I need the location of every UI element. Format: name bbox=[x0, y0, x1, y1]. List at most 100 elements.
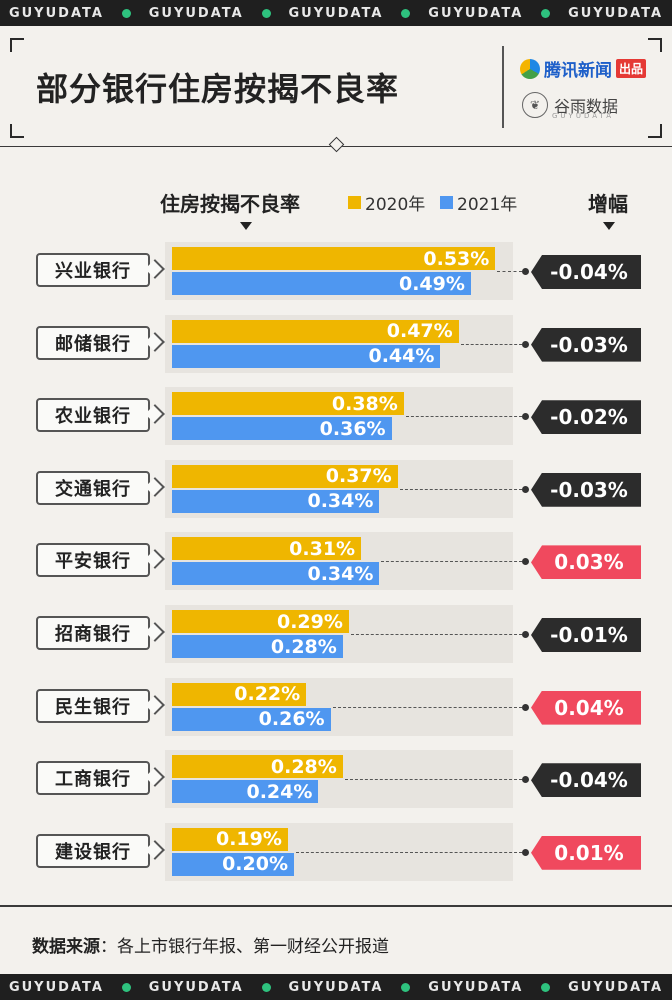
bar-2020: 0.22% bbox=[172, 682, 307, 706]
bar-2020: 0.29% bbox=[172, 610, 349, 633]
corner-mark bbox=[10, 38, 24, 52]
leader-line bbox=[497, 271, 522, 272]
change-tag: -0.04% bbox=[531, 763, 641, 798]
bank-row: 农业银行 0.38% 0.36% -0.02% bbox=[0, 387, 672, 446]
tencent-news-logo: 腾讯新闻 出品 bbox=[520, 56, 647, 81]
change-tag: -0.01% bbox=[531, 618, 641, 652]
header-divider bbox=[502, 46, 504, 128]
banner-word: GUYUDATA bbox=[148, 5, 244, 21]
bank-row: 工商银行 0.28% 0.24% -0.04% bbox=[0, 750, 672, 809]
change-tag: 0.01% bbox=[531, 835, 641, 870]
bar-2021: 0.28% bbox=[172, 635, 343, 658]
banner-dot bbox=[261, 982, 271, 992]
bar-2020: 0.37% bbox=[172, 464, 398, 488]
leader-dot bbox=[522, 558, 529, 566]
bank-label: 招商银行 bbox=[36, 616, 150, 650]
leader-line bbox=[381, 561, 522, 563]
banner-dot bbox=[121, 8, 131, 18]
bank-row: 招商银行 0.29% 0.28% -0.01% bbox=[0, 605, 672, 663]
bank-label: 平安银行 bbox=[36, 543, 150, 578]
guyu-leaf-icon: ❦ bbox=[522, 92, 548, 118]
corner-mark bbox=[648, 38, 662, 52]
legend-item-2020: 2020年 bbox=[348, 190, 425, 215]
leader-dot bbox=[522, 485, 529, 493]
bank-label: 建设银行 bbox=[36, 833, 150, 868]
chart-legend: 住房按揭不良率 2020年 2021年 增幅 bbox=[0, 188, 672, 230]
page-title: 部分银行住房按揭不良率 bbox=[36, 70, 400, 108]
change-tag: -0.03% bbox=[531, 472, 641, 507]
bank-label: 兴业银行 bbox=[36, 253, 150, 287]
logo-secondary-sub: GUYUDATA bbox=[552, 112, 614, 120]
change-label: 增幅 bbox=[588, 192, 628, 216]
bank-row: 平安银行 0.31% 0.34% 0.03% bbox=[0, 532, 672, 591]
bar-2020: 0.38% bbox=[172, 392, 404, 416]
guyu-data-logo: ❦ 谷雨数据 bbox=[522, 92, 618, 118]
change-tag: -0.02% bbox=[531, 400, 641, 435]
bar-2021: 0.49% bbox=[172, 272, 471, 295]
bar-2020: 0.53% bbox=[172, 247, 496, 270]
leader-line bbox=[460, 343, 522, 345]
bank-row: 邮储银行 0.47% 0.44% -0.03% bbox=[0, 314, 672, 373]
legend-label-2021: 2021年 bbox=[457, 195, 518, 215]
footer-divider bbox=[0, 905, 672, 907]
banner-dot bbox=[261, 8, 271, 18]
metric-arrow-icon bbox=[240, 222, 252, 230]
bar-2021: 0.26% bbox=[172, 707, 331, 731]
bank-label: 农业银行 bbox=[36, 398, 150, 433]
legend-label-2020: 2020年 bbox=[365, 195, 426, 215]
bottom-banner: GUYUDATA GUYUDATA GUYUDATA GUYUDATA GUYU… bbox=[0, 974, 672, 1000]
bar-2021: 0.20% bbox=[172, 852, 294, 876]
bar-2020: 0.28% bbox=[172, 755, 343, 779]
banner-word: GUYUDATA bbox=[568, 5, 664, 21]
logo-badge: 出品 bbox=[616, 59, 647, 78]
bar-2020: 0.19% bbox=[172, 827, 288, 851]
legend-swatch bbox=[440, 196, 453, 209]
logo-primary-text: 腾讯新闻 bbox=[544, 61, 612, 81]
tencent-news-icon bbox=[520, 58, 540, 79]
bank-row: 民生银行 0.22% 0.26% 0.04% bbox=[0, 677, 672, 736]
corner-mark bbox=[10, 124, 24, 138]
bar-2021: 0.34% bbox=[172, 562, 380, 586]
banner-word: GUYUDATA bbox=[428, 979, 524, 995]
leader-line bbox=[344, 779, 522, 781]
bar-2021: 0.36% bbox=[172, 417, 392, 441]
banner-word: GUYUDATA bbox=[8, 979, 104, 995]
leader-line bbox=[399, 488, 522, 490]
bank-label: 邮储银行 bbox=[36, 325, 150, 360]
banner-dot bbox=[121, 982, 131, 992]
source-text: ：各上市银行年报、第一财经公开报道 bbox=[100, 937, 389, 957]
leader-dot bbox=[522, 703, 529, 711]
banner-word: GUYUDATA bbox=[568, 979, 664, 995]
leader-line bbox=[350, 634, 522, 635]
leader-dot bbox=[522, 340, 529, 348]
banner-dot bbox=[401, 8, 411, 18]
change-tag: -0.04% bbox=[531, 255, 641, 289]
banner-word: GUYUDATA bbox=[288, 979, 384, 995]
logo-secondary-text: 谷雨数据 bbox=[554, 97, 619, 116]
change-arrow-icon bbox=[603, 222, 615, 230]
banner-word: GUYUDATA bbox=[288, 5, 384, 21]
bar-2021: 0.24% bbox=[172, 780, 319, 804]
bank-label: 工商银行 bbox=[36, 761, 150, 796]
leader-line bbox=[332, 706, 522, 708]
bar-2020: 0.47% bbox=[172, 319, 459, 343]
banner-dot bbox=[541, 8, 551, 18]
leader-dot bbox=[522, 776, 529, 784]
bank-label: 民生银行 bbox=[36, 688, 150, 723]
legend-item-2021: 2021年 bbox=[440, 190, 517, 215]
bank-row: 建设银行 0.19% 0.20% 0.01% bbox=[0, 822, 672, 881]
data-source: 数据来源：各上市银行年报、第一财经公开报道 bbox=[32, 932, 389, 957]
bar-2021: 0.44% bbox=[172, 344, 441, 368]
legend-swatch bbox=[348, 196, 361, 209]
bar-2020: 0.31% bbox=[172, 537, 362, 561]
top-banner: GUYUDATA GUYUDATA GUYUDATA GUYUDATA GUYU… bbox=[0, 0, 672, 26]
banner-word: GUYUDATA bbox=[8, 5, 104, 21]
bank-row: 交通银行 0.37% 0.34% -0.03% bbox=[0, 459, 672, 518]
leader-dot bbox=[522, 268, 529, 275]
bank-label: 交通银行 bbox=[36, 470, 150, 505]
leader-dot bbox=[522, 631, 529, 638]
change-tag: 0.04% bbox=[531, 690, 641, 725]
metric-label: 住房按揭不良率 bbox=[160, 192, 300, 216]
leader-dot bbox=[522, 413, 529, 421]
